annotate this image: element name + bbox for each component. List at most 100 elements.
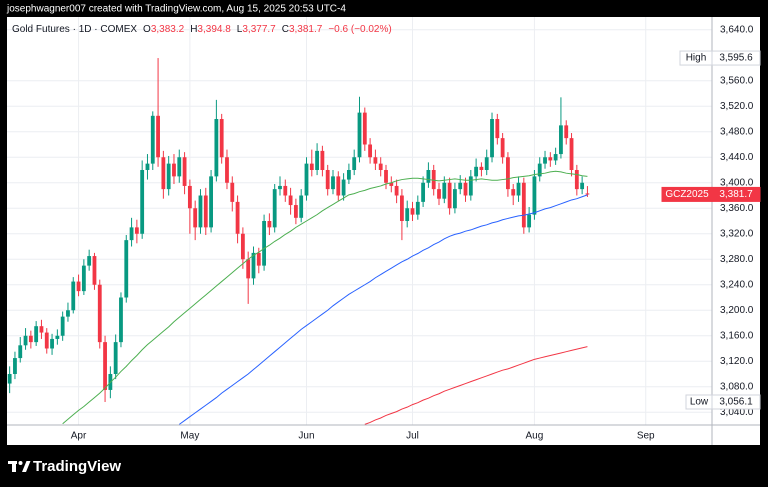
candle-body xyxy=(7,374,12,384)
legend-field-label: L xyxy=(237,24,243,35)
candle-body xyxy=(325,170,330,190)
legend-field-value: 3,383.2 xyxy=(151,24,185,35)
logo: TradingView xyxy=(8,458,121,475)
y-tick-label: 3,360.0 xyxy=(720,203,754,214)
candle-body xyxy=(235,201,240,234)
y-tick-label: 3,560.0 xyxy=(720,75,754,86)
candle-body xyxy=(564,125,569,139)
candle-body xyxy=(23,335,28,346)
marker-value-box xyxy=(711,50,761,66)
marker-value: 3,595.6 xyxy=(719,53,753,64)
x-tick-label: Jul xyxy=(406,431,419,442)
candle-body xyxy=(574,170,579,190)
candle-body xyxy=(34,326,39,343)
candle-body xyxy=(304,163,309,196)
candle-body xyxy=(166,163,171,190)
y-tick-label: 3,280.0 xyxy=(720,254,754,265)
legend-field-label: O xyxy=(143,24,151,35)
legend-field-label: C xyxy=(282,24,289,35)
candle-body xyxy=(559,125,563,155)
y-tick-label: 3,240.0 xyxy=(720,279,754,290)
marker-value: 3,056.1 xyxy=(719,397,753,408)
marker-value-box xyxy=(711,394,761,410)
candle-body xyxy=(495,119,500,139)
candle-body xyxy=(87,256,92,266)
y-tick-label: 3,200.0 xyxy=(720,305,754,316)
candle-body xyxy=(463,182,468,196)
y-tick-label: 3,040.0 xyxy=(720,407,754,418)
candle-body xyxy=(585,193,590,195)
candle-body xyxy=(182,157,187,186)
candle-body xyxy=(399,195,404,221)
candle-body xyxy=(219,119,224,158)
marker-name: High xyxy=(686,53,707,64)
legend-field-value: 3,377.7 xyxy=(242,24,276,35)
candle-body xyxy=(288,195,293,206)
candle-body xyxy=(50,338,54,349)
legend: Gold Futures · 1D · COMEX O3,383.2 H3,394.… xyxy=(12,24,392,35)
candle-body xyxy=(352,157,357,170)
legend-field-value: 3,394.8 xyxy=(197,24,231,35)
candle-body xyxy=(193,208,198,228)
logo-shape xyxy=(18,461,23,465)
candle-body xyxy=(71,281,76,311)
candle-body xyxy=(203,195,208,228)
x-tick-label: Jun xyxy=(298,431,314,442)
moving-average-line xyxy=(178,194,588,425)
plot-pane xyxy=(7,58,590,425)
candle-body xyxy=(214,119,219,177)
candle-body xyxy=(415,201,420,215)
candle-body xyxy=(124,240,129,298)
candle-body xyxy=(103,342,107,390)
candle-body xyxy=(532,176,537,215)
candle-body xyxy=(129,227,134,241)
candle-body xyxy=(161,157,166,190)
candle-body xyxy=(44,332,49,349)
candle-body xyxy=(113,342,118,374)
candle-body xyxy=(341,179,346,196)
candle-body xyxy=(134,227,139,234)
candle-body xyxy=(453,189,457,209)
candle-body xyxy=(521,182,526,228)
candle-body xyxy=(66,310,70,317)
logo-shape xyxy=(12,461,16,472)
candle-body xyxy=(537,163,542,177)
candle-body xyxy=(357,112,362,158)
candle-body xyxy=(516,182,521,196)
candle-body xyxy=(92,256,97,285)
candle-body xyxy=(437,189,441,199)
candle-body xyxy=(479,166,484,170)
moving-average-line xyxy=(62,170,588,425)
candle-body xyxy=(209,176,213,228)
legend-field-value: 3,381.7 xyxy=(289,24,323,35)
candle-body xyxy=(511,189,516,196)
candle-body xyxy=(378,163,383,170)
candle-body xyxy=(293,205,298,218)
y-tick-label: 3,400.0 xyxy=(720,177,754,188)
candle-body xyxy=(13,358,17,374)
candle-body xyxy=(272,189,277,228)
candle-body xyxy=(543,157,547,164)
logo-text: TradingView xyxy=(33,458,121,475)
candle-body xyxy=(172,163,176,177)
candle-body xyxy=(421,182,426,202)
y-tick-label: 3,080.0 xyxy=(720,381,754,392)
candle-body xyxy=(553,154,558,161)
candle-body xyxy=(580,182,585,190)
x-tick-label: Aug xyxy=(526,431,544,442)
candle-body xyxy=(474,166,479,177)
candle-body xyxy=(373,157,378,164)
candle-body xyxy=(198,195,203,228)
y-tick-label: 3,480.0 xyxy=(720,126,754,137)
candle-body xyxy=(431,170,436,190)
y-tick-label: 3,520.0 xyxy=(720,101,754,112)
candle-body xyxy=(145,163,150,170)
candle-body xyxy=(55,335,60,339)
candle-body xyxy=(405,208,410,221)
candle-body xyxy=(362,112,367,145)
axes: 3,640.0 3,560.0 3,520.0 3,480.0 3,440.0 3,400… xyxy=(12,24,761,442)
candle-body xyxy=(447,182,452,209)
candle-body xyxy=(240,233,245,260)
